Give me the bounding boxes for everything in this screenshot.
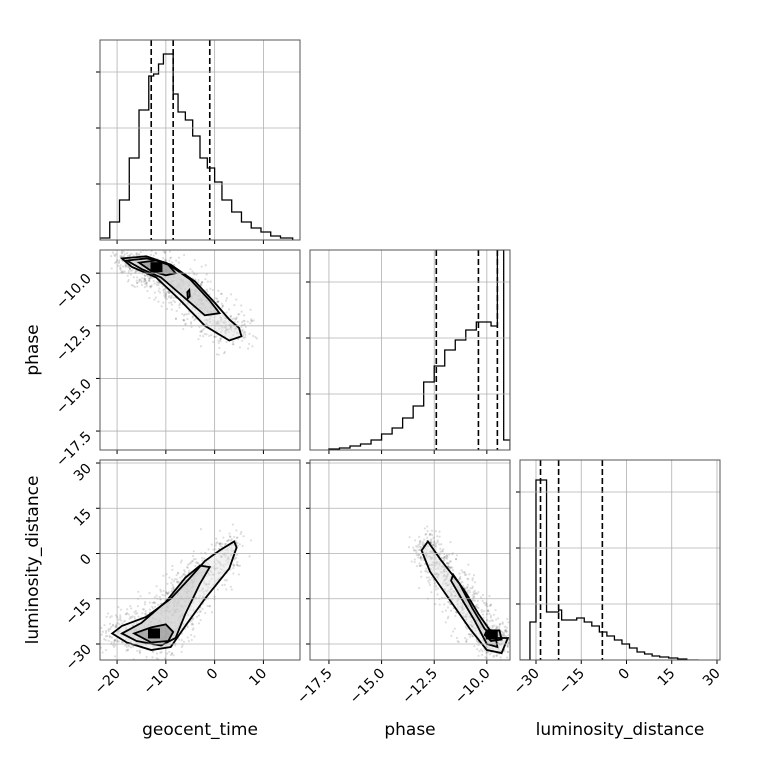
xtick-label-phase: −12.5 (399, 666, 441, 708)
panel-frame (99, 459, 301, 661)
xtick-label-geocent_time: −20 (92, 666, 124, 698)
xtick-label-luminosity_distance: 30 (700, 666, 724, 690)
panel-plot-area (110, 250, 258, 356)
ytick-label-phase: −12.5 (53, 323, 95, 365)
density-fill (121, 256, 242, 341)
density-peak (148, 628, 161, 639)
contour-inner (131, 623, 175, 644)
panel-frame (99, 39, 301, 241)
ytick-label-phase: −15.0 (53, 376, 95, 418)
xtick-label-luminosity_distance: −30 (511, 666, 543, 698)
panel-geocent_time-luminosity_distance: −20 −10 0 10 −30 −15 0 15 30 (63, 459, 301, 698)
panel-frame (99, 249, 301, 451)
panel-frame (309, 459, 511, 661)
contour-middle (120, 564, 212, 647)
histogram-phase (328, 250, 510, 450)
panel-plot-area (407, 525, 510, 660)
ytick-label-luminosity_distance: 15 (71, 506, 95, 530)
xtick-label-luminosity_distance: 0 (616, 666, 634, 684)
xtick-label-phase: −10.0 (452, 666, 494, 708)
contour-inner (186, 287, 191, 301)
xlabel-geocent-time: geocent_time (142, 720, 258, 740)
histogram-geocent_time (100, 53, 294, 240)
panel-frame (519, 459, 721, 661)
xtick-label-luminosity_distance: 15 (655, 666, 679, 690)
ytick-label-luminosity_distance: −30 (63, 642, 95, 674)
density-peak (485, 629, 498, 640)
histogram-luminosity_distance (520, 479, 699, 660)
xtick-label-phase: −17.5 (294, 666, 336, 708)
xlabel-luminosity-distance: luminosity_distance (536, 720, 705, 740)
ytick-label-luminosity_distance: −15 (63, 596, 95, 628)
density-fill (121, 565, 210, 646)
ytick-label-phase: −17.5 (53, 429, 95, 471)
contour-middle (450, 572, 499, 649)
panel-geocent_time-phase: −17.5 −15.0 −12.5 −10.0 (53, 249, 301, 471)
ylabel-phase: phase (23, 324, 43, 375)
ytick-label-phase: −10.0 (53, 271, 95, 313)
panel-phase-phase (306, 249, 511, 454)
xlabel-phase: phase (384, 720, 435, 740)
xtick-label-phase: −15.0 (347, 666, 389, 708)
panel-phase-luminosity_distance: −17.5 −15.0 −12.5 −10.0 (294, 459, 511, 708)
xtick-label-geocent_time: 0 (204, 666, 222, 684)
panel-plot-area (100, 523, 253, 660)
panel-luminosity_distance-luminosity_distance: −30 −15 0 15 30 (511, 459, 724, 698)
ytick-label-luminosity_distance: 30 (71, 461, 95, 485)
panel-frame (309, 249, 511, 451)
ytick-label-luminosity_distance: 0 (77, 551, 95, 569)
panel-geocent_time-geocent_time (96, 39, 301, 244)
ylabel-luminosity-distance: luminosity_distance (23, 476, 43, 645)
panel-plot-area (328, 250, 510, 450)
panel-plot-area (100, 40, 294, 240)
xtick-label-geocent_time: −10 (140, 666, 172, 698)
xtick-label-geocent_time: 10 (246, 666, 270, 690)
contour-outer (119, 255, 243, 342)
xtick-label-luminosity_distance: −15 (556, 666, 588, 698)
panel-plot-area (520, 460, 699, 660)
density-peak (150, 262, 163, 273)
